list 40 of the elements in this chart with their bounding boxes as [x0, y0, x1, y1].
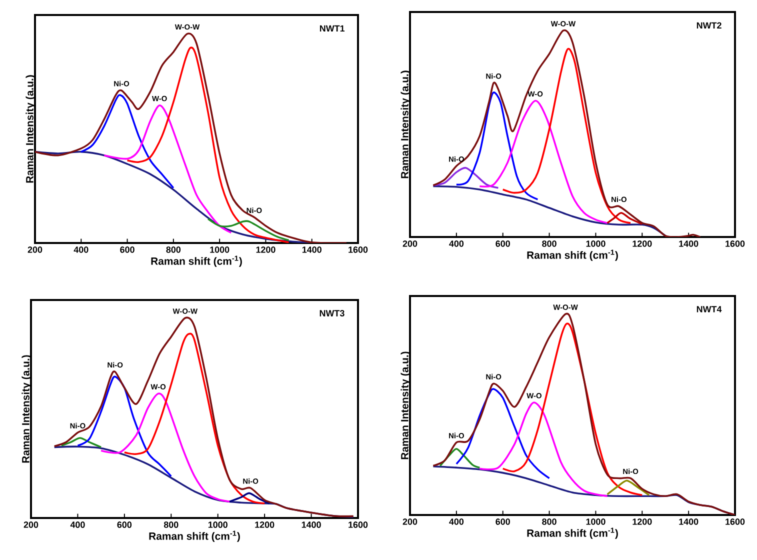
x-tick-label: 800	[164, 522, 178, 528]
x-tick-label: 800	[542, 518, 556, 525]
x-tick-label: 1400	[679, 240, 698, 247]
x-tick-label: 400	[74, 246, 88, 253]
x-tick-label: 400	[70, 522, 85, 528]
x-tick-label: 1400	[679, 518, 698, 525]
x-tick-label: 800	[542, 240, 556, 247]
chart-title: NWT2	[696, 22, 722, 29]
x-tick-label: 1600	[726, 240, 745, 247]
x-tick-label: 1600	[348, 246, 368, 253]
x-tick-label: 200	[28, 246, 42, 253]
x-tick-label: 600	[117, 522, 132, 528]
x-tick-label: 1000	[586, 240, 606, 247]
chart-title: NWT4	[696, 306, 722, 312]
x-tick-label: 600	[496, 518, 510, 525]
x-axis-title: Raman shift (cm$^{-1}$)	[149, 530, 240, 542]
x-tick-label: 1600	[726, 518, 745, 525]
x-tick-label: 1200	[632, 240, 652, 247]
chart-title: NWT1	[320, 25, 345, 32]
x-tick-label: 200	[402, 518, 418, 525]
x-tick-label: 1000	[210, 246, 230, 253]
x-axis-title: Raman shift (cm$^{-1}$)	[527, 250, 618, 261]
x-tick-label: 200	[402, 240, 418, 247]
x-tick-label: 1200	[632, 518, 652, 525]
x-tick-label: 400	[449, 518, 464, 525]
x-axis-title: Raman shift (cm$^{-1}$)	[527, 528, 618, 539]
x-tick-label: 600	[120, 246, 134, 253]
x-tick-label: 400	[449, 240, 464, 247]
x-tick-label: 1000	[208, 522, 228, 528]
x-tick-label: 800	[166, 246, 181, 253]
x-axis-title: Raman shift (cm$^{-1}$)	[151, 256, 242, 267]
x-tick-label: 1600	[348, 522, 368, 528]
chart-title: NWT3	[320, 310, 344, 316]
x-tick-label: 600	[496, 240, 510, 247]
x-tick-label: 1200	[256, 246, 276, 253]
x-tick-label: 1000	[586, 518, 606, 525]
x-tick-label: 1400	[302, 246, 322, 253]
x-tick-label: 200	[24, 522, 38, 528]
x-tick-label: 1400	[302, 522, 321, 528]
x-tick-label: 1200	[255, 522, 274, 528]
